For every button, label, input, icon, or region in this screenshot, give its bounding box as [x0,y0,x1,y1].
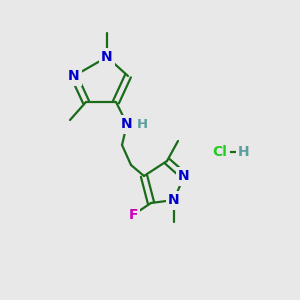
Text: Cl: Cl [213,145,227,159]
Text: H: H [238,145,250,159]
Text: N: N [168,193,180,207]
Text: N: N [101,50,113,64]
Text: H: H [136,118,148,130]
Text: F: F [128,208,138,222]
Text: N: N [68,69,80,83]
Text: N: N [121,117,133,131]
Text: N: N [178,169,190,183]
